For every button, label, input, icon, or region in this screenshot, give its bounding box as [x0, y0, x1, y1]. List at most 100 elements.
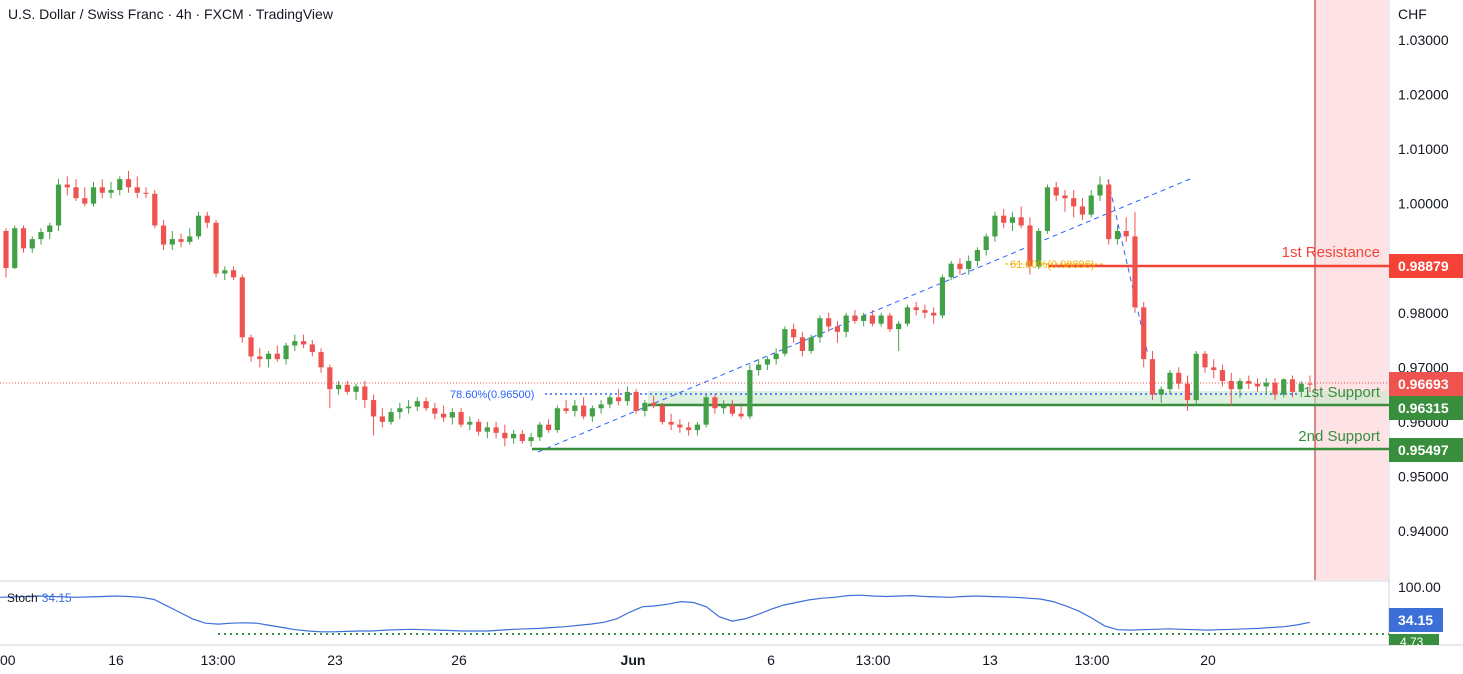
- candle-body: [1071, 198, 1077, 207]
- candle-body: [265, 353, 272, 360]
- candle-body: [1123, 230, 1129, 237]
- candle-body: [125, 179, 132, 188]
- candle-body: [904, 307, 911, 324]
- candle-body: [178, 239, 184, 242]
- x-tick-label: 6: [767, 652, 775, 668]
- candle-body: [896, 323, 902, 330]
- candle-body: [1246, 380, 1252, 384]
- candle-body: [773, 353, 779, 360]
- candle-body: [799, 337, 806, 351]
- candle-body: [1272, 382, 1278, 395]
- candle-body: [939, 277, 946, 316]
- stoch-legend-name: Stoch: [7, 591, 38, 605]
- candle-body: [20, 228, 27, 249]
- candle-body: [843, 315, 849, 332]
- candle-body: [239, 277, 245, 338]
- candle-body: [887, 315, 893, 330]
- candle-body: [1062, 195, 1068, 199]
- candle-body: [642, 402, 648, 411]
- resistance-1-tag: 0.98879: [1389, 254, 1463, 278]
- candle-body: [117, 179, 123, 191]
- y-tick-label: 0.97000: [1398, 359, 1449, 375]
- candle-body: [12, 228, 18, 269]
- candle-body: [791, 329, 797, 338]
- candle-body: [948, 263, 954, 278]
- candle-body: [1036, 230, 1042, 267]
- y-tick-label: 0.94000: [1398, 523, 1449, 539]
- candle-body: [1088, 195, 1094, 215]
- candle-body: [134, 187, 140, 193]
- candle-body: [589, 408, 595, 417]
- y-tick-label: 0.98000: [1398, 305, 1449, 321]
- candle-body: [1254, 383, 1261, 387]
- candle-body: [108, 190, 114, 193]
- candle-body: [1141, 307, 1147, 360]
- candle-body: [213, 222, 219, 274]
- support-2-text: 2nd Support: [1298, 428, 1381, 445]
- candle-body: [55, 184, 62, 226]
- y-tick-label: 1.01000: [1398, 141, 1449, 157]
- candle-body: [913, 307, 919, 311]
- candle-body: [467, 421, 473, 425]
- candle-body: [1114, 230, 1121, 240]
- candle-body: [1053, 187, 1059, 196]
- stoch-value-tag: 34.15: [1389, 608, 1443, 632]
- candle-body: [449, 412, 455, 418]
- candle-body: [1106, 184, 1112, 240]
- candle-body: [1307, 383, 1313, 385]
- candle-body: [931, 312, 937, 316]
- candle-body: [861, 315, 867, 321]
- support-2-value: 0.95497: [1398, 442, 1449, 458]
- x-tick-label: 13:00: [200, 652, 235, 668]
- candle-body: [1176, 372, 1182, 384]
- candle-body: [274, 353, 280, 360]
- x-tick-label: 00: [0, 652, 16, 668]
- candle-body: [817, 318, 823, 338]
- candle-body: [143, 192, 149, 194]
- resistance-1-text: 1st Resistance: [1282, 244, 1380, 261]
- candle-body: [292, 341, 298, 346]
- x-axis: 00 16 13:00 23 26 Jun 6 13:00 13 13:00 20: [0, 652, 1216, 668]
- candle-body: [1211, 367, 1217, 371]
- support-zone: [648, 391, 1388, 405]
- support-1-text: 1st Support: [1303, 384, 1381, 401]
- y-tick-label: 1.03000: [1398, 32, 1449, 48]
- candle-body: [738, 413, 744, 417]
- candle-body: [300, 341, 307, 345]
- candle-body: [510, 433, 517, 439]
- stoch-lower-tag-text: 4.73: [1400, 635, 1424, 649]
- candle-body: [1237, 380, 1243, 390]
- candle-body: [64, 184, 70, 188]
- candle-body: [370, 400, 377, 417]
- current-price-value: 0.96693: [1398, 376, 1449, 392]
- candle-body: [1009, 217, 1016, 223]
- stoch-legend[interactable]: Stoch 34.15: [7, 591, 72, 605]
- candle-body: [983, 236, 989, 251]
- candle-body: [782, 329, 788, 354]
- candle-body: [624, 391, 630, 402]
- candle-body: [160, 225, 167, 245]
- candle-body: [1149, 359, 1156, 395]
- candle-body: [572, 405, 578, 411]
- candle-body: [1158, 389, 1164, 395]
- candle-body: [694, 424, 700, 431]
- future-zone: [1315, 0, 1388, 580]
- candle-body: [992, 215, 998, 237]
- candle-body: [257, 356, 263, 360]
- candle-body: [248, 337, 254, 357]
- candle-body: [554, 408, 560, 431]
- candle-body: [834, 326, 841, 332]
- support-2-tag: 0.95497: [1389, 438, 1463, 462]
- candle-body: [475, 421, 482, 432]
- x-tick-label: 13:00: [1074, 652, 1109, 668]
- candle-body: [974, 250, 981, 261]
- candles-group: [3, 170, 1313, 447]
- candle-body: [1219, 370, 1226, 381]
- trendline-drop: [1107, 179, 1149, 356]
- candle-body: [563, 408, 569, 411]
- candle-body: [721, 405, 727, 409]
- candle-body: [1097, 184, 1103, 196]
- candle-body: [47, 225, 53, 233]
- candle-body: [659, 405, 665, 422]
